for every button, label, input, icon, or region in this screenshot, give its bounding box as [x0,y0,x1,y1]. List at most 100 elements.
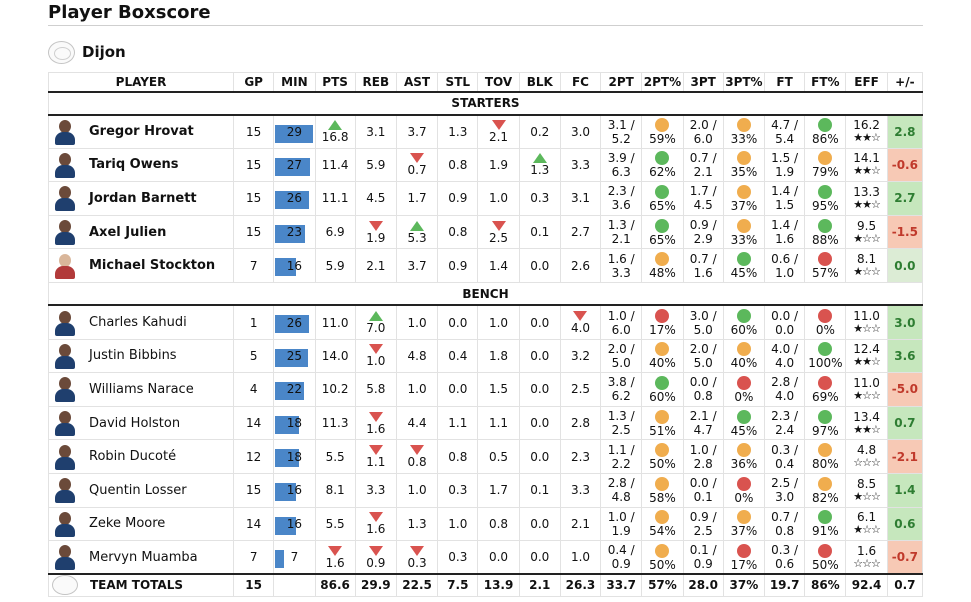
player-name: Zeke Moore [89,516,166,532]
fouls-value: 1.0 [570,550,591,565]
ft-made: 1.4 / [771,184,799,199]
p3-pct: 37% [730,198,758,213]
efficiency-value: 13.3 [853,184,880,199]
ft-pct: 0% [815,323,835,338]
efficiency-cell: 12.4 ★★☆ [845,338,888,374]
p2-pct: 50% [649,457,676,472]
p3-pct: 0% [734,389,754,404]
column-header: BLK [518,72,561,93]
player-row: Jordan Barnett 15 26 11.1 4.5 1.7 0.9 1.0 0.3 3.1… [47,181,924,216]
p3-made: 1.0 / [689,442,717,457]
p3-attempted: 2.9 [693,232,713,247]
efficiency-value: 12.4 [853,342,880,357]
plus-minus: 0.0 [886,248,924,283]
p2-attempted: 2.1 [611,232,631,247]
p3-made-attempted: 3.0 /5.0 [682,304,724,340]
p2-pct: 17% [649,323,676,338]
minutes-value: 16 [286,483,303,498]
player-row: Quentin Losser 15 16 8.1 3.3 1.0 0.3 1.7 0.1 3.3 2… [47,472,924,508]
turnovers-value: 2.1 [488,130,509,145]
blocks-cell: 0.1 [518,472,561,508]
games-played: 15 [233,214,275,250]
rebounds-value: 3.1 [366,124,386,139]
ft-made-attempted: 0.3 /0.6 [764,540,806,575]
plus-minus: 2.8 [886,114,924,149]
rebounds-wrap: 1.1 [356,445,395,468]
steals: 0.9 [437,248,479,283]
assists-wrap: 5.3 [397,220,436,244]
player-wrap: Justin Bibbins [50,340,233,372]
blocks-cell: 0.0 [518,372,561,407]
assists-cell: 4.4 [395,405,439,441]
blocks-value: 1.3 [530,163,550,178]
player-name: Tariq Owens [89,157,179,173]
turnovers-cell: 1.9 [477,147,520,183]
column-header: EFF [845,72,888,93]
avatar [54,343,76,369]
blocks-cell: 0.3 [518,181,561,216]
ft-made: 2.3 / [771,409,799,424]
p3-made: 0.7 / [689,150,717,165]
plus-minus: 0.7 [886,405,924,441]
rebounds-wrap: 1.0 [356,344,395,367]
rating-stars: ★★☆ [853,422,881,436]
rebounds-cell: 1.9 [354,214,397,250]
p2-made-attempted: 2.8 /4.8 [600,472,643,508]
team-name: Dijon [82,43,126,61]
avatar-head [59,343,71,357]
player-cell: Quentin Losser [47,472,235,508]
points-value: 5.9 [325,258,345,273]
minutes-value: 29 [286,124,303,139]
steals: 0.9 [437,181,479,216]
percentage-indicator-icon [655,252,670,267]
avatar [54,511,76,537]
assists-wrap: 4.4 [397,417,436,429]
assists-cell: 1.7 [395,181,439,216]
plus-minus: -5.0 [886,372,924,407]
p2-attempted: 2.2 [611,456,631,471]
player-row: Gregor Hrovat 15 29 16.8 3.1 3.7 1.3 2.1 0.2 3.0 3… [47,114,924,149]
avatar-head [59,310,71,324]
percentage-indicator-icon [736,375,751,390]
percentage-indicator-icon [818,510,833,525]
ft-attempted: 0.6 [775,557,795,572]
player-name: Mervyn Muamba [89,549,198,565]
rebounds-cell: 3.3 [354,472,397,508]
ft-made-attempted: 0.7 /0.8 [764,506,806,542]
rebounds-cell: 2.1 [354,248,397,283]
rebounds-cell: 0.9 [354,540,397,575]
p2-pct-cell: 17% [641,304,684,340]
blocks-cell: 0.0 [518,439,561,474]
avatar-body [55,456,75,470]
turnovers-value: 1.8 [488,348,509,363]
fouls-cell: 2.6 [559,248,602,283]
trend-up-icon [410,220,425,231]
ft-made-attempted: 1.4 /1.5 [764,181,806,216]
p2-made-attempted: 0.4 /0.9 [600,540,643,575]
player-row: Charles Kahudi 1 26 11.0 7.0 1.0 0.0 1.0 0.0 4.0 1… [47,304,924,340]
trend-down-icon [491,120,506,131]
ft-made-attempted: 1.5 /1.9 [764,147,806,183]
fouls-value: 2.8 [570,416,591,431]
p2-made-attempted: 1.0 /6.0 [600,304,643,340]
ft-pct-cell: 95% [804,181,847,216]
assists-cell: 1.3 [395,506,439,542]
p2-made-attempted: 3.1 /5.2 [600,114,643,149]
fouls-wrap: 2.3 [561,451,599,463]
steals: 0.4 [437,338,479,374]
p3-pct-cell: 33% [722,114,766,149]
player-wrap: Mervyn Muamba [50,542,233,574]
turnovers-wrap: 1.0 [479,317,518,329]
team-header: Dijon [48,40,126,64]
assists-wrap: 1.0 [397,317,436,329]
p3-made-attempted: 0.0 /0.8 [682,372,724,407]
plus-minus: 2.7 [886,181,924,216]
ft-attempted: 1.6 [775,232,795,247]
p2-attempted: 6.0 [611,322,631,337]
player-row: Michael Stockton 7 16 5.9 2.1 3.7 0.9 1.4 0.0 2.6… [47,248,924,283]
p2-made-attempted: 1.3 /2.1 [600,214,643,250]
points-value: 16.8 [321,130,349,145]
efficiency-value: 4.8 [857,443,877,458]
player-row: Justin Bibbins 5 25 14.0 1.0 4.8 0.4 1.8 0.0 3.2 2… [47,338,924,374]
blocks-cell: 0.0 [518,304,561,340]
